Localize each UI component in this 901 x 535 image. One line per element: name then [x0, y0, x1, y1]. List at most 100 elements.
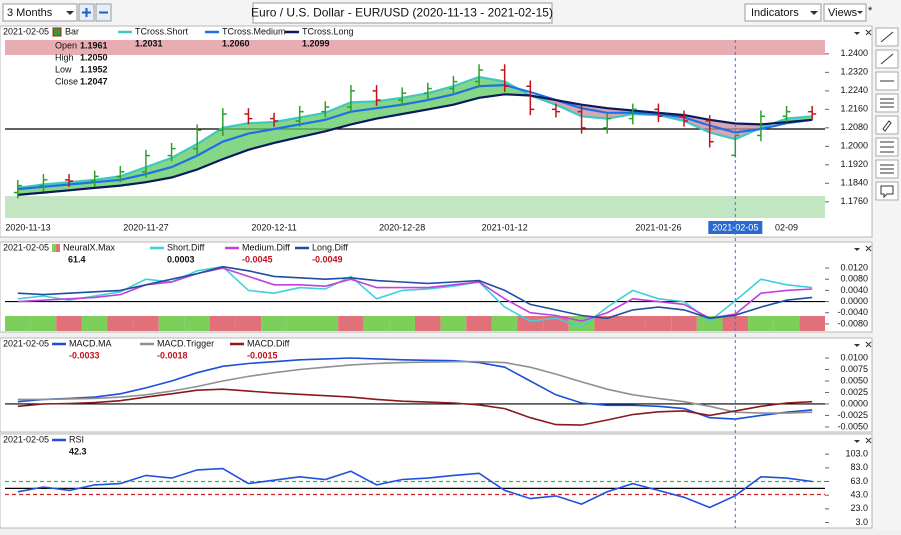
series-line	[17, 388, 813, 426]
y-tick-label: 1.2320	[840, 67, 868, 77]
x-tick-label: 2021-01-26	[635, 222, 681, 232]
signal-cell	[286, 316, 313, 331]
icon	[880, 98, 894, 108]
indicators-text: Indicators	[751, 7, 799, 19]
signal-cell	[799, 316, 825, 331]
legend-value: -0.0033	[69, 350, 100, 360]
bar-icon	[52, 27, 62, 37]
y-tick-label: 0.0050	[840, 375, 868, 385]
collapse-icon	[854, 248, 860, 251]
signal-cell	[645, 316, 672, 331]
range-select[interactable]	[2, 3, 78, 22]
y-tick-label: -0.0080	[837, 318, 868, 328]
legend-name: MACD.Trigger	[157, 338, 214, 348]
legend-value: 0.0003	[167, 254, 195, 264]
band-fill	[479, 76, 505, 98]
ohlc-label: High	[55, 52, 74, 62]
series-line	[17, 357, 813, 420]
series-line	[17, 93, 813, 196]
signal-cell	[517, 316, 544, 331]
ohlc-label: Close	[55, 76, 78, 86]
signal-cell	[773, 316, 800, 331]
legend-name: MACD.MA	[69, 338, 112, 348]
y-tick-label: 0.0040	[840, 285, 868, 295]
legend-name: TCross.Long	[302, 26, 354, 36]
y-tick-label: -0.0040	[837, 307, 868, 317]
y-tick-label: 23.0	[850, 503, 868, 513]
signal-cell	[107, 316, 134, 331]
band-fill	[274, 117, 300, 143]
close-icon	[865, 245, 872, 252]
views-mark: *	[868, 5, 873, 17]
y-tick-label: 0.0000	[840, 398, 868, 408]
ohlc-value: 1.1952	[80, 64, 108, 74]
y-tick-label: 1.2080	[840, 122, 868, 132]
note-button[interactable]	[875, 181, 899, 201]
series-line	[17, 467, 813, 509]
series-line	[17, 265, 813, 320]
y-tick-label: 83.0	[850, 462, 868, 472]
indicators-select[interactable]	[744, 3, 822, 22]
y-tick-label: 1.1840	[840, 178, 868, 188]
signal-cell	[389, 316, 415, 331]
legend-name: Medium.Diff	[242, 242, 290, 252]
legend-name: TCross.Medium	[222, 26, 286, 36]
zone	[5, 40, 825, 56]
legend-value: 1.2099	[302, 38, 330, 48]
y-tick-label: 0.0080	[840, 274, 868, 284]
signal-cell	[491, 316, 518, 331]
panel-date: 2021-02-05	[3, 434, 49, 444]
signal-cell	[338, 316, 364, 331]
legend-value: 42.3	[69, 446, 87, 456]
y-tick-label: 0.0100	[840, 352, 868, 362]
icon	[882, 120, 892, 132]
signal-cell	[5, 316, 31, 331]
close-icon	[865, 437, 872, 444]
side-icons	[880, 31, 894, 199]
y-tick-label: 3.0	[855, 517, 868, 527]
ohlc-value: 1.1961	[80, 40, 108, 50]
legend-value: -0.0045	[242, 254, 273, 264]
plus-icon	[82, 8, 91, 17]
zone	[5, 196, 825, 218]
icon	[880, 141, 894, 153]
legend-name: MACD.Diff	[247, 338, 290, 348]
close-icon	[865, 341, 872, 348]
signal-cell	[363, 316, 390, 331]
signal-cell	[261, 316, 287, 331]
y-tick-label: 103.0	[845, 449, 868, 459]
signal-cell	[466, 316, 492, 331]
icon	[880, 164, 894, 174]
collapse-icon	[854, 32, 860, 35]
band-fill	[402, 93, 428, 114]
y-tick-label: 0.0120	[840, 262, 868, 272]
legend-name: NeuralX.Max	[63, 242, 116, 252]
signal-cell	[440, 316, 467, 331]
series-line	[17, 265, 813, 328]
legend-value: -0.0049	[312, 254, 343, 264]
y-tick-label: 1.2240	[840, 85, 868, 95]
panel-date: 2021-02-05	[3, 242, 49, 252]
y-tick-label: 1.2400	[840, 48, 868, 58]
x-tick-label: 2020-11-27	[123, 222, 168, 232]
signal-cell	[30, 316, 57, 331]
series-line	[17, 75, 813, 189]
signal-cell	[56, 316, 82, 331]
y-tick-label: 1.1920	[840, 159, 868, 169]
views-select[interactable]	[823, 3, 867, 22]
signal-cell	[210, 316, 236, 331]
y-tick-label: 43.0	[850, 490, 868, 500]
legend-value: -0.0015	[247, 350, 278, 360]
legend-name: RSI	[69, 434, 84, 444]
panel-date: 2021-02-05	[3, 338, 49, 348]
legend-value: 1.2060	[222, 38, 250, 48]
y-tick-label: 1.2160	[840, 104, 868, 114]
title-box	[252, 2, 553, 24]
legend-name: Long.Diff	[312, 242, 348, 252]
pen-button[interactable]	[875, 115, 899, 135]
signal-icon	[56, 244, 60, 252]
x-tick-label: 2021-01-12	[482, 222, 528, 232]
y-tick-label: 1.1760	[840, 196, 868, 206]
legend-name: Short.Diff	[167, 242, 205, 252]
